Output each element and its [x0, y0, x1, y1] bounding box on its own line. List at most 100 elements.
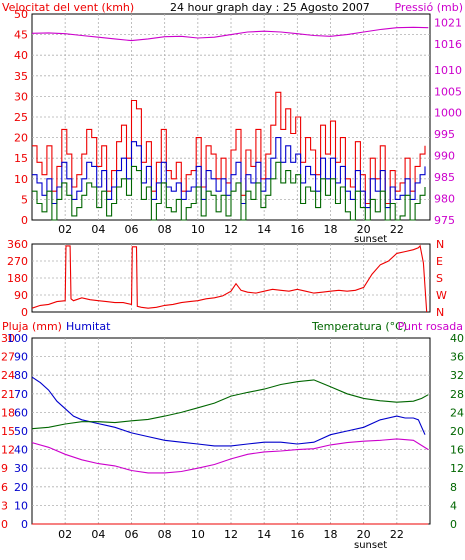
rain-tick-label: 0 [1, 518, 8, 531]
hour-tick-label: 12 [224, 528, 238, 541]
hour-tick-label: 16 [290, 223, 304, 236]
hour-tick-label: 06 [125, 223, 139, 236]
pressure-tick-label: 990 [434, 150, 455, 163]
direction-degree-tick: 0 [21, 306, 28, 319]
hour-tick-label: 02 [58, 528, 72, 541]
hour-tick-label: 20 [357, 223, 371, 236]
wind-speed-axis-label: Velocitat del vent (kmh) [2, 1, 134, 14]
wind-direction-lines [31, 244, 428, 313]
series-punt-rosada-line [31, 438, 429, 474]
humidity-tick-label: 0 [21, 518, 28, 531]
rain-axis-label: Pluja (mm) [2, 320, 62, 333]
wind-speed-tick-label: 45 [14, 29, 28, 42]
pressure-tick-labels: 975 980 985 990 995 1000 1005 1010 1016 1021 [434, 17, 462, 227]
temperature-tick-label: 32 [450, 369, 464, 382]
series-direction-line [31, 244, 428, 313]
direction-compass-tick: N [436, 306, 444, 319]
humidity-axis-label: Humitat [66, 320, 111, 333]
hour-tick-label: 08 [158, 223, 172, 236]
series-pressure-line [31, 26, 429, 42]
temperature-tick-label: 28 [450, 388, 464, 401]
hour-tick-label: 10 [191, 223, 205, 236]
direction-compass-tick: W [436, 289, 447, 302]
pressure-tick-label: 1016 [434, 38, 462, 51]
humidity-tick-label: 80 [14, 369, 28, 382]
rain-tick-label: 27 [1, 351, 15, 364]
direction-degree-tick-labels: 0 90 180 270 360 [7, 238, 28, 319]
rain-tick-label: 12 [1, 444, 15, 457]
hour-tick-label: 04 [91, 528, 105, 541]
series-humitat-line [31, 376, 426, 447]
humidity-tick-label: 50 [14, 425, 28, 438]
hour-tick-label: 08 [158, 528, 172, 541]
hour-tick-label: 06 [125, 528, 139, 541]
humidity-tick-label: 90 [14, 351, 28, 364]
wind-speed-tick-label: 40 [14, 49, 28, 62]
temperature-tick-label: 0 [450, 518, 457, 531]
rain-tick-label: 9 [1, 462, 8, 475]
temperature-tick-label: 8 [450, 481, 457, 494]
hour-tick-label: 04 [91, 223, 105, 236]
direction-degree-tick: 90 [14, 289, 28, 302]
pressure-tick-label: 995 [434, 128, 455, 141]
hour-tick-label: 12 [224, 223, 238, 236]
pressure-tick-label: 1005 [434, 85, 462, 98]
series-temperatura-line [31, 379, 429, 430]
wind-speed-tick-label: 10 [14, 173, 28, 186]
hour-tick-label: 14 [257, 528, 271, 541]
humidity-tick-label: 70 [14, 388, 28, 401]
wind-speed-tick-label: 35 [14, 70, 28, 83]
direction-degree-tick: 270 [7, 255, 28, 268]
wind-speed-tick-label: 50 [14, 8, 28, 21]
pressure-tick-label: 980 [434, 193, 455, 206]
graph-title: 24 hour graph day : 25 Agosto 2007 [170, 1, 370, 14]
pressure-tick-label: 1000 [434, 107, 462, 120]
temperature-axis-label: Temperatura (°C) [311, 320, 407, 333]
hour-tick-label: 22 [390, 528, 404, 541]
wind-pressure-lines [31, 26, 429, 221]
wind-speed-tick-label: 20 [14, 132, 28, 145]
temperature-tick-label: 40 [450, 332, 464, 345]
temperature-tick-label: 20 [450, 425, 464, 438]
wind-speed-tick-labels: 0 5 10 15 20 25 30 35 40 45 50 [14, 8, 28, 227]
hour-tick-label: 14 [257, 223, 271, 236]
wind-speed-tick-label: 30 [14, 90, 28, 103]
rain-tick-label: 24 [1, 369, 15, 382]
rain-tick-label: 21 [1, 388, 15, 401]
direction-compass-tick: N [436, 238, 444, 251]
humidity-tick-label: 40 [14, 444, 28, 457]
wind-pressure-x-tick-labels: 02 04 06 08 10 12 14 16 18 20 22 [58, 223, 404, 236]
hour-tick-label: 18 [324, 528, 338, 541]
hour-tick-label: 20 [357, 528, 371, 541]
humidity-tick-label: 20 [14, 481, 28, 494]
humidity-tick-label: 100 [7, 332, 28, 345]
pressure-tick-label: 975 [434, 214, 455, 227]
hour-tick-label: 18 [324, 223, 338, 236]
humidity-tick-label: 60 [14, 406, 28, 419]
humidity-tick-labels: 0 10 20 30 40 50 60 70 80 90 100 [7, 332, 28, 531]
temperature-tick-labels: 0 4 8 12 16 20 24 28 32 36 40 [450, 332, 464, 531]
humidity-temperature-x-tick-labels: 02 04 06 08 10 12 14 16 18 20 22 [58, 528, 404, 541]
pressure-axis-label: Pressió (mb) [394, 1, 463, 14]
wind-speed-tick-label: 15 [14, 152, 28, 165]
pressure-tick-label: 1010 [434, 64, 462, 77]
hour-tick-label: 22 [390, 223, 404, 236]
humidity-temperature-grid [32, 338, 430, 524]
rain-tick-label: 3 [1, 499, 8, 512]
wind-speed-tick-label: 25 [14, 111, 28, 124]
direction-degree-tick: 360 [7, 238, 28, 251]
pressure-tick-label: 1021 [434, 17, 462, 30]
rain-tick-label: 30 [1, 332, 15, 345]
hour-tick-label: 02 [58, 223, 72, 236]
temperature-tick-label: 24 [450, 406, 464, 419]
hour-tick-label: 10 [191, 528, 205, 541]
rain-tick-label: 15 [1, 425, 15, 438]
humidity-tick-label: 10 [14, 499, 28, 512]
dewpoint-axis-label: Punt rosada [398, 320, 463, 333]
rain-tick-labels: 0 3 6 9 12 15 18 21 24 27 30 [1, 332, 15, 531]
humidity-tick-label: 30 [14, 462, 28, 475]
temperature-tick-label: 36 [450, 351, 464, 364]
temperature-tick-label: 16 [450, 444, 464, 457]
